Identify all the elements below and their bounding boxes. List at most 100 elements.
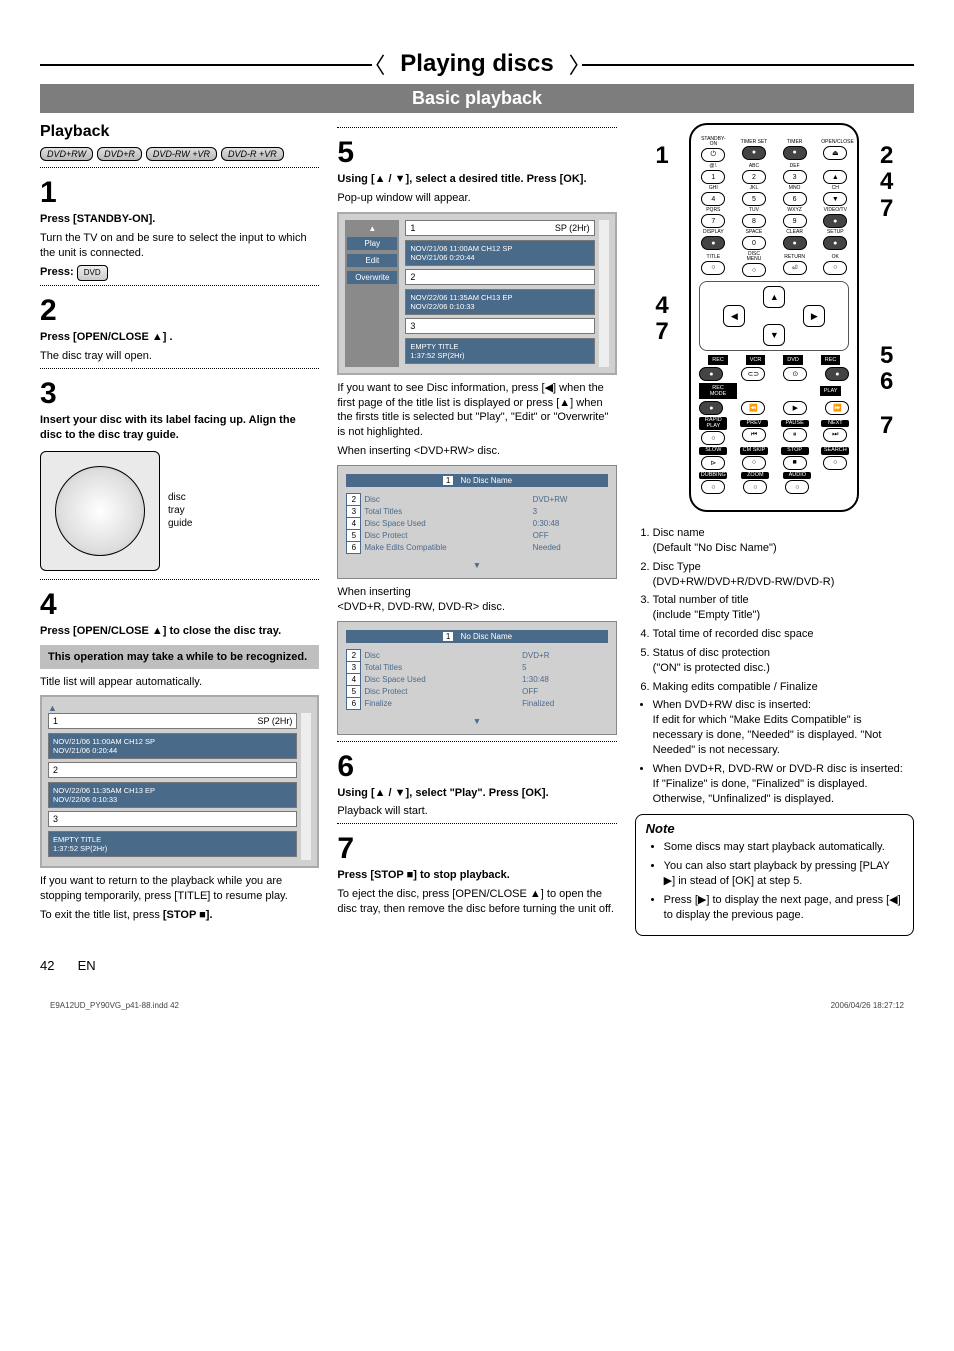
dubbing-icon: ○ bbox=[701, 480, 725, 494]
btn-label: PAUSE bbox=[781, 420, 809, 428]
num-4-icon: 4 bbox=[701, 192, 725, 206]
btn-label: @!. bbox=[699, 164, 727, 169]
info-panel-header: 1 No Disc Name bbox=[346, 630, 607, 643]
legend-sub-item: When DVD+RW disc is inserted: If edit fo… bbox=[653, 698, 914, 757]
legend-item: Total time of recorded disc space bbox=[653, 627, 914, 642]
list-idx-num: 3 bbox=[410, 321, 415, 331]
legend-sub: When DVD+RW disc is inserted: If edit fo… bbox=[635, 698, 914, 806]
rec-mode-label: REC MODE bbox=[699, 383, 737, 399]
col-middle: 5 Using [▲ / ▼], select a desired title.… bbox=[337, 123, 616, 936]
list-item: NOV/22/06 11:35AM CH13 EP NOV/22/06 0:10… bbox=[48, 782, 297, 808]
legend-item: Status of disc protection ("ON" is prote… bbox=[653, 646, 914, 676]
step-body: The disc tray will open. bbox=[40, 349, 319, 364]
rec-label: REC bbox=[708, 355, 728, 365]
remote-row: STANDBY-ON⏻ TIMER SET● TIMER● OPEN/CLOSE… bbox=[699, 137, 849, 162]
num-6-icon: 6 bbox=[783, 192, 807, 206]
note-box: Note Some discs may start playback autom… bbox=[635, 814, 914, 935]
nav-edit: Edit bbox=[347, 254, 397, 267]
step-number: 3 bbox=[40, 379, 319, 409]
timer-button-icon: ● bbox=[783, 146, 807, 160]
remote-row: ● ⏪ ▶ ⏩ bbox=[699, 401, 849, 415]
btn-label: MNO bbox=[781, 186, 809, 191]
badge: DVD+R bbox=[97, 147, 142, 161]
info-panel-title: No Disc Name bbox=[461, 632, 513, 641]
down-arrow-icon: ▼ bbox=[346, 560, 607, 570]
dvd-button-icon: ⊙ bbox=[783, 367, 807, 381]
step-4: 4 Press [OPEN/CLOSE ▲] to close the disc… bbox=[40, 579, 319, 923]
step-number: 2 bbox=[40, 296, 319, 326]
btn-label: GHI bbox=[699, 186, 727, 191]
footer-left: E9A12UD_PY90VG_p41-88.indd 42 bbox=[50, 1001, 179, 1010]
list-header: 1 SP (2Hr) bbox=[48, 713, 297, 729]
step-after: Title list will appear automatically. bbox=[40, 675, 319, 690]
table-row: 3Total Titles3 bbox=[347, 505, 607, 517]
note-item: Some discs may start playback automatica… bbox=[664, 840, 903, 855]
list-item-line: NOV/21/06 0:20:44 bbox=[410, 253, 589, 262]
footer-right: 2006/04/26 18:27:12 bbox=[831, 1001, 904, 1010]
disc-figure: disc tray guide bbox=[40, 451, 319, 571]
btn-label: NEXT bbox=[821, 420, 849, 428]
cm-skip-icon: ○ bbox=[742, 456, 766, 470]
btn-label: DUBBING bbox=[699, 472, 727, 480]
ff-button-icon: ⏩ bbox=[825, 401, 849, 415]
after-panel-text: If you want to return to the playback wh… bbox=[40, 875, 288, 902]
list-item-line: NOV/22/06 0:10:33 bbox=[53, 795, 292, 804]
info-strip: This operation may take a while to be re… bbox=[40, 645, 319, 669]
rec-button-icon: ● bbox=[825, 367, 849, 381]
list-idx: 3 bbox=[405, 318, 594, 334]
callout-7: 7 bbox=[878, 413, 895, 439]
step-number: 6 bbox=[337, 752, 616, 782]
title-list-panel: ▲ 1 SP (2Hr) NOV/21/06 11:00AM CH12 SP N… bbox=[40, 695, 319, 868]
btn-label: DISC MENU bbox=[740, 252, 768, 262]
ch-down-icon: ▼ bbox=[823, 192, 847, 206]
remote-row: REC VCR DVD REC bbox=[699, 355, 849, 365]
disc-icon bbox=[55, 466, 145, 556]
remote-row: REC MODE PLAY bbox=[699, 383, 849, 399]
title-list-nav-panel: ▲ Play Edit Overwrite 1 SP (2Hr) NOV bbox=[337, 212, 616, 375]
play-button-icon: ▶ bbox=[783, 401, 807, 415]
nav-play: Play bbox=[347, 237, 397, 250]
page: 〈 Playing discs 〉 Basic playback Playbac… bbox=[0, 0, 954, 1040]
rew-button-icon: ⏪ bbox=[741, 401, 765, 415]
btn-label: PQRS bbox=[699, 208, 727, 213]
step-number: 1 bbox=[40, 178, 319, 208]
step-body: Playback will start. bbox=[337, 804, 616, 819]
list-header-right: SP (2Hr) bbox=[257, 716, 292, 726]
list-item: NOV/22/06 11:35AM CH13 EP NOV/22/06 0:10… bbox=[405, 289, 594, 315]
num-0-icon: 0 bbox=[742, 236, 766, 250]
up-arrow-icon: ▲ bbox=[368, 224, 376, 233]
video-tv-icon: ● bbox=[823, 214, 847, 228]
page-lang: EN bbox=[78, 958, 96, 973]
stop-icon: ■ bbox=[783, 456, 807, 470]
list-idx: 3 bbox=[48, 811, 297, 827]
remote-row: @!.1 ABC2 DEF3 ▲ bbox=[699, 164, 849, 184]
list-idx: 2 bbox=[48, 762, 297, 778]
callout-4-7: 4 7 bbox=[653, 293, 670, 346]
btn-label: DISPLAY bbox=[699, 230, 727, 235]
table-row: 5Disc ProtectOFF bbox=[347, 685, 607, 697]
btn-label: STANDBY-ON bbox=[699, 137, 727, 147]
remote-body: STANDBY-ON⏻ TIMER SET● TIMER● OPEN/CLOSE… bbox=[689, 123, 859, 512]
list-item-line: NOV/22/06 0:10:33 bbox=[410, 302, 589, 311]
btn-label: TIMER SET bbox=[740, 140, 768, 145]
list-item-line: NOV/22/06 11:35AM CH13 EP bbox=[410, 293, 589, 302]
dpad-up-icon: ▲ bbox=[763, 286, 785, 308]
table-row: 6Make Edits CompatibleNeeded bbox=[347, 541, 607, 553]
note-title: Note bbox=[646, 821, 903, 836]
num-5-icon: 5 bbox=[742, 192, 766, 206]
table-row: 2DiscDVD+RW bbox=[347, 493, 607, 505]
badge: DVD-R +VR bbox=[221, 147, 284, 161]
step-body: To eject the disc, press [OPEN/CLOSE ▲] … bbox=[337, 887, 616, 917]
vcr-button-icon: ⊂⊃ bbox=[741, 367, 765, 381]
press-label: Press: bbox=[40, 266, 74, 278]
info-panel-title: No Disc Name bbox=[461, 476, 513, 485]
legend-item: Making edits compatible / Finalize bbox=[653, 680, 914, 695]
chevron-left-icon: 〈 bbox=[363, 48, 385, 80]
btn-label: OK bbox=[821, 255, 849, 260]
disc-tray-icon bbox=[40, 451, 160, 571]
dpad-left-icon: ◀ bbox=[723, 305, 745, 327]
zoom-icon: ○ bbox=[743, 480, 767, 494]
open-close-button-icon: ⏏ bbox=[823, 146, 847, 160]
table-row: 5Disc ProtectOFF bbox=[347, 529, 607, 541]
remote-row: RAPID PLAY○ PREV⏮ PAUSE⏸ NEXT⏭ bbox=[699, 417, 849, 445]
